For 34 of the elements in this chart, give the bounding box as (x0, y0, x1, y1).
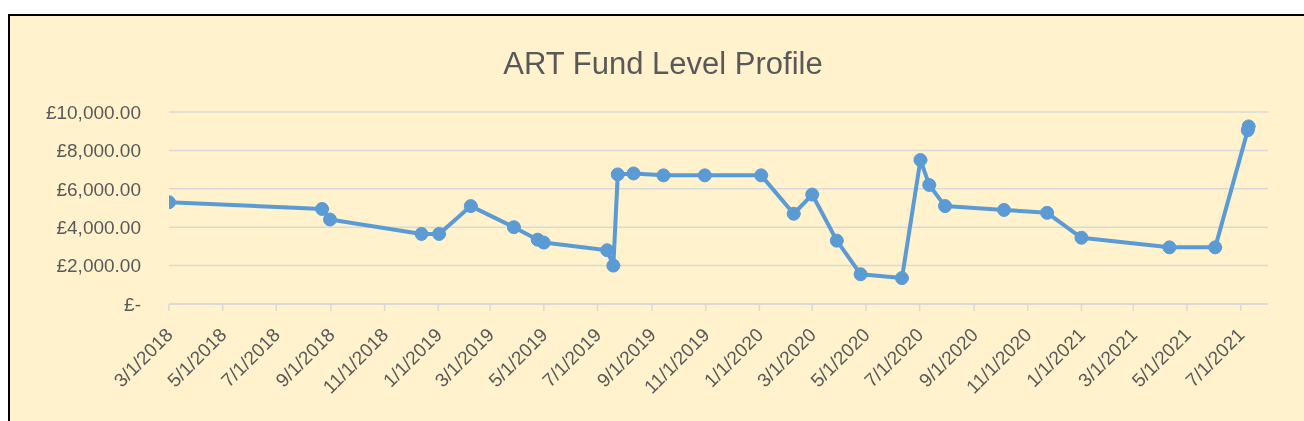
point (506, 220, 521, 235)
point (754, 168, 769, 183)
point (853, 267, 868, 282)
point (323, 212, 338, 227)
point (922, 177, 937, 192)
point (829, 233, 844, 248)
y-tick-label: £2,000.00 (56, 255, 141, 277)
point (536, 235, 551, 250)
y-tick-label: £8,000.00 (56, 140, 141, 162)
point (315, 201, 330, 216)
point (606, 258, 621, 273)
point (1162, 240, 1177, 255)
point (656, 168, 671, 183)
y-tick-label: £- (124, 293, 141, 315)
point (432, 226, 447, 241)
point (610, 167, 625, 182)
y-tick-label: £6,000.00 (56, 178, 141, 200)
point (805, 187, 820, 202)
point (894, 271, 909, 286)
point (1208, 240, 1223, 255)
point (463, 199, 478, 214)
y-tick-label: £4,000.00 (56, 216, 141, 238)
point (997, 202, 1012, 217)
y-tick-label: £10,000.00 (45, 101, 141, 123)
point (1074, 230, 1089, 245)
point (786, 206, 801, 221)
point (626, 166, 641, 181)
point (697, 168, 712, 183)
point (414, 226, 429, 241)
point (600, 243, 615, 258)
chart-title: ART Fund Level Profile (503, 46, 823, 81)
point (1040, 205, 1055, 220)
point (913, 153, 928, 167)
point (938, 199, 953, 214)
